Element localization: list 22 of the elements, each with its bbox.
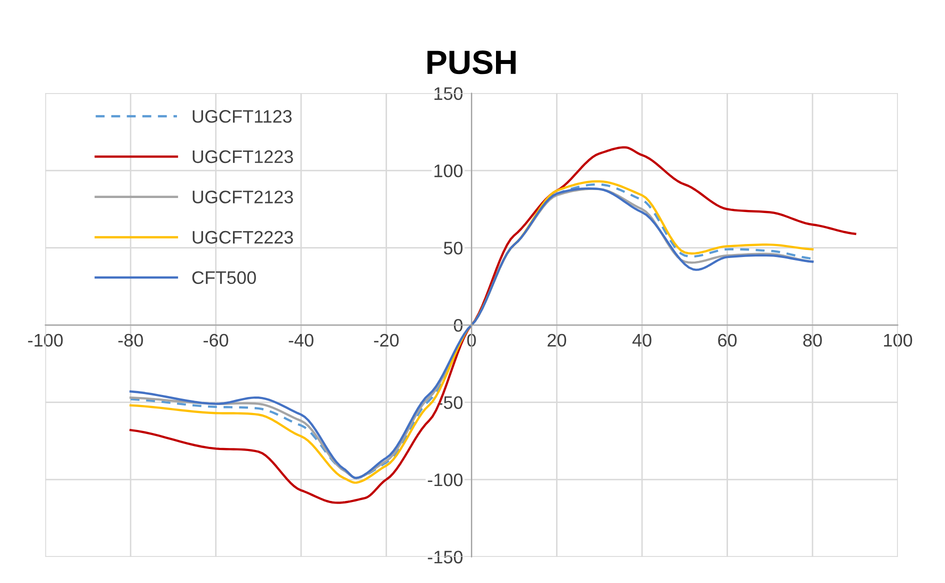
x-tick-label: -40 — [288, 334, 314, 347]
x-tick-label: 40 — [632, 334, 652, 347]
x-tick-label: 0 — [467, 334, 476, 347]
x-tick-label: -100 — [28, 334, 63, 347]
x-tick-label: -60 — [204, 334, 228, 347]
x-tick-label: -20 — [374, 334, 399, 347]
x-tick-label: 100 — [884, 334, 912, 347]
y-tick-label: -150 — [428, 550, 463, 564]
chart-title: PUSH — [427, 50, 516, 74]
legend-label: UGCFT2123 — [192, 190, 293, 204]
y-tick-label: 100 — [434, 164, 463, 178]
x-tick-label: -80 — [118, 334, 143, 347]
y-tick-label: 150 — [434, 87, 463, 100]
legend-label: UGCFT1223 — [192, 150, 293, 164]
x-tick-label: 80 — [803, 334, 822, 347]
x-tick-label: 60 — [718, 334, 737, 347]
y-tick-label: 50 — [444, 242, 463, 254]
legend-label: CFT500 — [192, 271, 256, 284]
x-tick-label: 20 — [548, 334, 566, 347]
legend-label: UGCFT1123 — [192, 110, 292, 123]
legend-label: UGCFT2223 — [192, 230, 293, 244]
y-tick-label: -100 — [428, 473, 463, 486]
